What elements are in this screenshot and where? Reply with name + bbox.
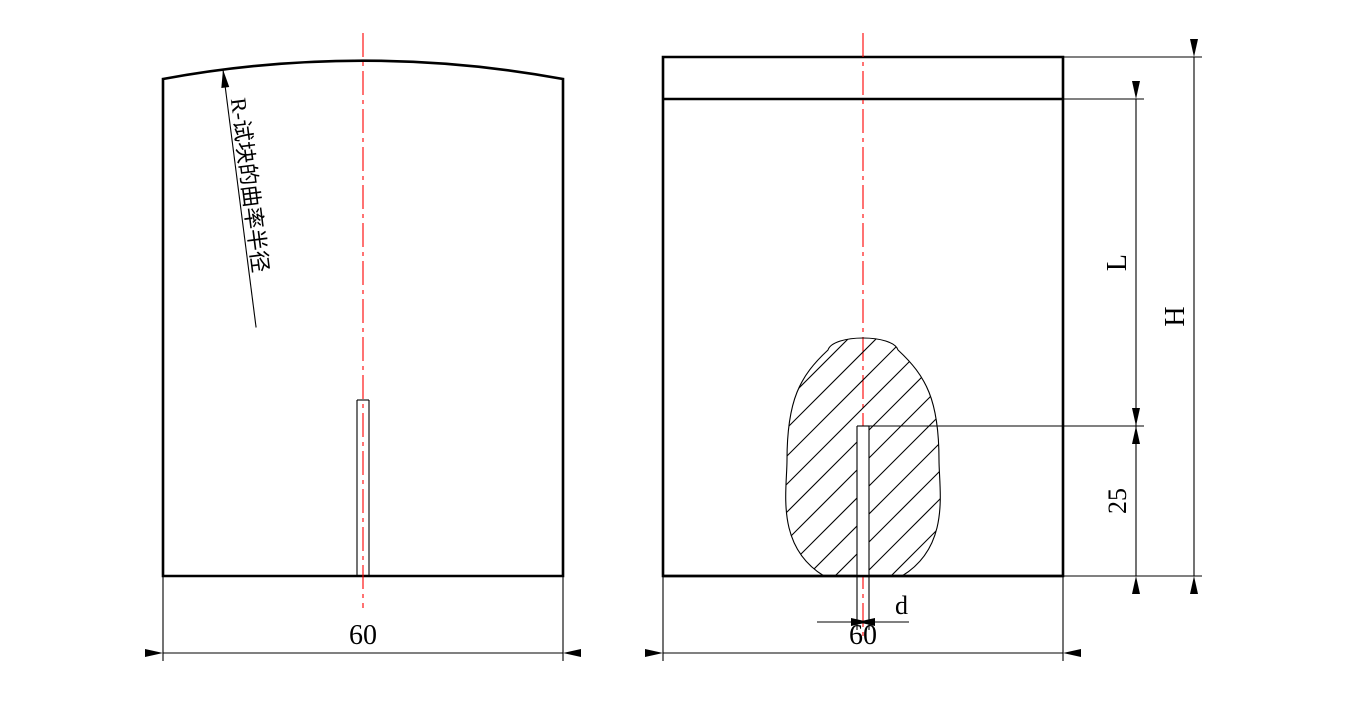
dim-25: 25 bbox=[1103, 488, 1132, 514]
line-element bbox=[1063, 256, 1358, 656]
line-element bbox=[895, 256, 1295, 656]
line-element bbox=[951, 256, 1351, 656]
dim-left-60: 60 bbox=[349, 620, 377, 651]
polygon-element bbox=[1190, 39, 1198, 57]
line-element bbox=[615, 256, 1015, 656]
line-element bbox=[419, 256, 819, 656]
dim-H: H bbox=[1160, 306, 1191, 326]
line-element bbox=[1035, 256, 1358, 656]
r-note-label: R-试块的曲率半径 bbox=[226, 96, 273, 274]
polygon-element bbox=[1190, 576, 1198, 594]
polygon-element bbox=[1132, 81, 1140, 99]
hatch-group bbox=[307, 256, 1358, 656]
polygon-element bbox=[1063, 649, 1081, 657]
technical-drawing: R-试块的曲率半径6060dL25H bbox=[0, 0, 1358, 701]
polygon-element bbox=[1132, 408, 1140, 426]
polygon-element bbox=[221, 70, 229, 88]
slot-mask bbox=[857, 426, 869, 576]
line-element bbox=[391, 256, 791, 656]
line-element bbox=[307, 256, 707, 656]
dim-L: L bbox=[1102, 254, 1133, 271]
polygon-element bbox=[1132, 576, 1140, 594]
line-element bbox=[671, 256, 1071, 656]
dim-d: d bbox=[895, 591, 908, 620]
line-element bbox=[335, 256, 735, 656]
polygon-element bbox=[563, 649, 581, 657]
polygon-element bbox=[645, 649, 663, 657]
polygon-element bbox=[145, 649, 163, 657]
line-element bbox=[643, 256, 1043, 656]
line-element bbox=[923, 256, 1323, 656]
line-element bbox=[1091, 256, 1358, 656]
